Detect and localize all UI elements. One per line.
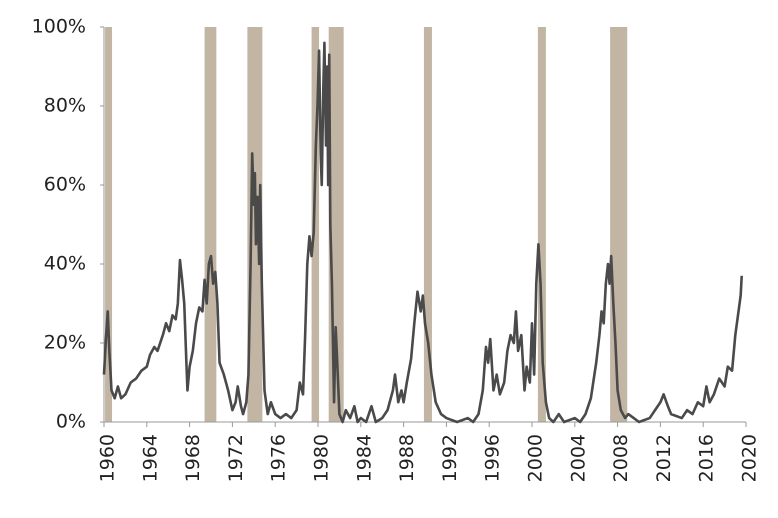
y-tick-label: 0%: [56, 411, 86, 433]
x-tick-label: 1988: [396, 434, 418, 482]
x-tick-label: 1964: [139, 434, 161, 482]
x-tick-label: 2008: [610, 434, 632, 482]
recession-band: [311, 27, 320, 422]
recession-band: [204, 27, 217, 422]
x-tick-label: 2000: [525, 434, 547, 482]
x-tick-label: 1960: [97, 434, 119, 482]
y-tick-label: 60%: [44, 174, 86, 196]
y-tick-label: 40%: [44, 253, 86, 275]
recession-band: [537, 27, 546, 422]
x-tick-label: 1976: [268, 434, 290, 482]
recession-band: [423, 27, 432, 422]
x-tick-label: 2004: [567, 434, 589, 482]
y-tick-label: 20%: [44, 332, 86, 354]
x-tick-label: 1968: [182, 434, 204, 482]
x-tick-label: 2020: [739, 434, 761, 482]
y-tick-label: 80%: [44, 95, 86, 117]
x-tick-label: 1984: [353, 434, 375, 482]
x-tick-label: 1972: [225, 434, 247, 482]
recession-band: [105, 27, 113, 422]
x-tick-label: 1992: [439, 434, 461, 482]
y-tick-label: 100%: [32, 16, 86, 38]
x-tick-label: 1996: [482, 434, 504, 482]
x-tick-label: 1980: [311, 434, 333, 482]
x-tick-label: 2016: [696, 434, 718, 482]
recession-band: [610, 27, 628, 422]
x-tick-label: 2012: [653, 434, 675, 482]
line: [102, 41, 744, 424]
